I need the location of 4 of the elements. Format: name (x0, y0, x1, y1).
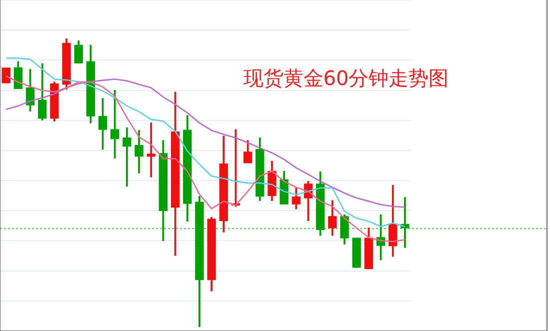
candlestick (122, 127, 132, 187)
candlestick (146, 122, 156, 178)
candlestick (400, 197, 410, 248)
text: 现货黄金60分钟走势图 (243, 66, 449, 90)
